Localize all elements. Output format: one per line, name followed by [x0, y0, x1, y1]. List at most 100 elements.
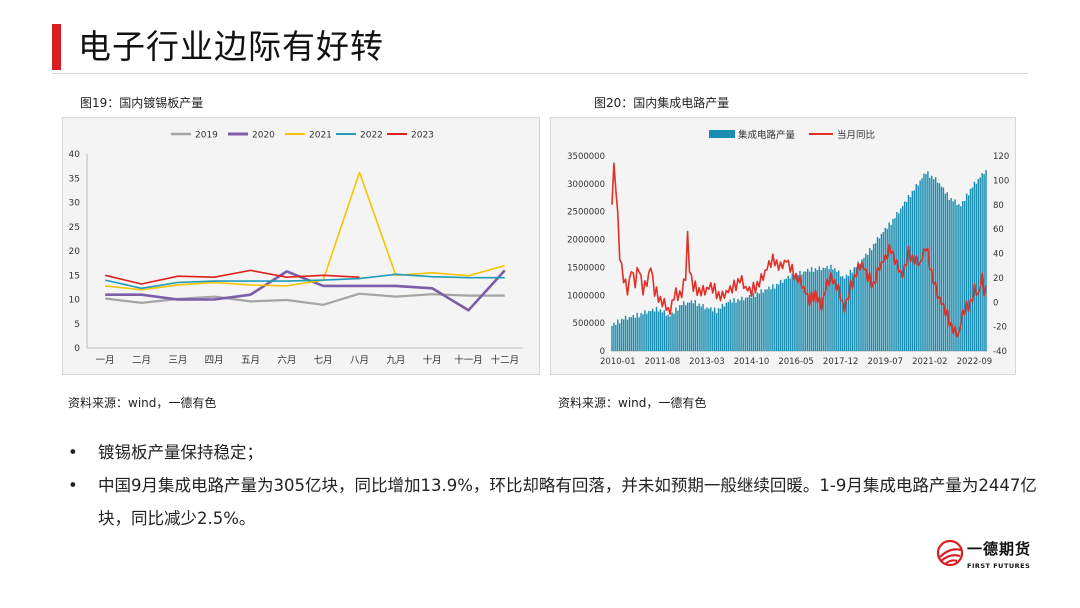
bar [733, 298, 735, 351]
bar [900, 208, 902, 351]
fig19-source: 资料来源：wind，一德有色 [68, 396, 217, 410]
bar [793, 277, 795, 351]
y-left-tick-label: 3500000 [567, 152, 605, 162]
bar [944, 193, 947, 351]
bar [613, 322, 615, 351]
bar [789, 278, 791, 351]
bar [758, 293, 760, 351]
bar [777, 284, 780, 351]
series-line-2023 [105, 269, 360, 285]
x-tick-label: 十一月 [454, 354, 483, 366]
bar [677, 310, 679, 351]
y-right-tick-label: 100 [993, 176, 1009, 186]
bar [917, 185, 919, 351]
x-tick-label: 二月 [132, 355, 151, 366]
bar [830, 264, 832, 351]
bar [803, 271, 805, 351]
bar [832, 269, 834, 351]
bar [659, 309, 662, 351]
bar [923, 173, 925, 351]
bar [931, 175, 933, 351]
bar [956, 205, 958, 351]
bar [632, 314, 635, 351]
x-tick-label: 四月 [205, 355, 224, 366]
bar [772, 284, 774, 351]
x-tick-label: 2017-12 [823, 357, 859, 367]
bar [739, 300, 741, 351]
bar [969, 188, 972, 351]
bar [948, 200, 950, 351]
series-line-2022 [105, 273, 505, 290]
bar [624, 315, 627, 351]
bar [932, 179, 935, 351]
x-tick-label: 十月 [423, 354, 442, 366]
bar [886, 228, 888, 351]
bar [841, 276, 844, 351]
bar [774, 288, 776, 351]
bar [768, 286, 770, 351]
bar [636, 312, 638, 351]
bar [913, 190, 916, 351]
bullet-list: • 镀锡板产量保持稳定； • 中国9月集成电路产量为305亿块，同比增加13.9… [68, 436, 1038, 535]
legend-label-2021: 2021 [309, 131, 332, 141]
bar [812, 271, 815, 351]
bar [708, 308, 710, 351]
y-left-tick-label: 2500000 [567, 208, 605, 218]
fig20-caption: 图20：国内集成电路产量 [594, 96, 730, 110]
bar [741, 296, 743, 351]
bar [934, 177, 937, 351]
bar [700, 306, 702, 351]
legend-label-2022: 2022 [360, 131, 383, 141]
bar [958, 204, 960, 351]
page-title: 电子行业边际有好转 [78, 27, 384, 66]
bar [679, 305, 681, 351]
bar [847, 275, 850, 351]
bar [743, 300, 745, 351]
y-left-tick-label: 1500000 [567, 263, 605, 273]
bar [657, 311, 660, 351]
bar [919, 180, 921, 351]
bar [822, 267, 824, 351]
fig19-caption: 图19：国内镀锡板产量 [80, 96, 204, 110]
bar [686, 302, 689, 351]
y-right-tick-label: 60 [993, 225, 1004, 235]
legend-label-line: 当月同比 [837, 129, 875, 141]
bar [617, 319, 619, 351]
bar [890, 225, 892, 351]
bar [638, 317, 640, 351]
y-tick-label: 10 [69, 296, 81, 306]
x-tick-label: 一月 [96, 355, 115, 366]
bar [915, 184, 917, 351]
bar [872, 244, 875, 351]
bar [620, 318, 623, 351]
bar [925, 174, 927, 351]
bar [977, 179, 979, 351]
bar [801, 274, 803, 351]
bar [681, 305, 683, 351]
x-tick-label: 七月 [314, 355, 333, 366]
logo-name-en: FIRST FUTURES [967, 562, 1031, 570]
bar [952, 201, 954, 351]
bar [828, 269, 830, 351]
logo-name-cn: 一德期货 [967, 540, 1032, 558]
series-line-yoy [611, 162, 987, 338]
bar [870, 250, 873, 351]
bar [737, 299, 739, 351]
bar [876, 237, 879, 351]
x-tick-label: 2011-08 [645, 357, 681, 367]
fig19-panel: 0 5 10 15 20 25 30 35 40 一月 二月 三月 四月 五月 六月 七月 八月 九月 十月 十一月十… [62, 117, 540, 375]
bar [712, 311, 714, 351]
bar [911, 191, 914, 351]
bar [770, 289, 772, 351]
y-tick-label: 30 [69, 199, 81, 209]
bar [839, 276, 842, 351]
y-right-tick-label: 80 [993, 201, 1004, 211]
fig20-source: 资料来源：wind，一德有色 [558, 396, 707, 410]
bar [715, 313, 718, 351]
bar [671, 312, 673, 351]
bar [692, 303, 695, 351]
bar [845, 274, 848, 351]
bar [721, 303, 724, 351]
bar [960, 206, 962, 351]
bar [650, 311, 652, 351]
